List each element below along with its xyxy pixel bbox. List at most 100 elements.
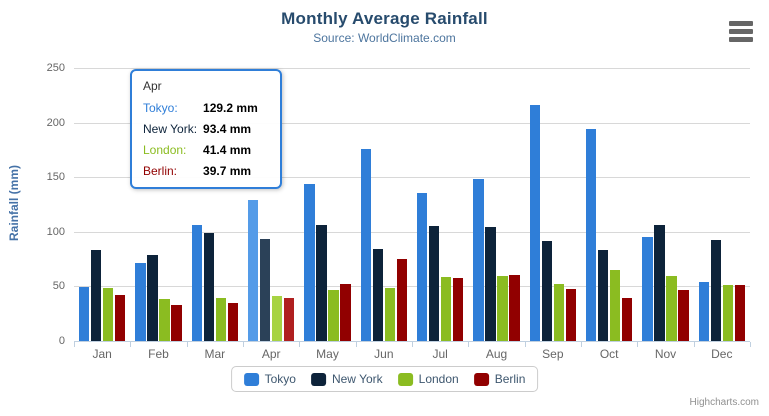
legend-label: New York (331, 372, 383, 386)
bar-new-york-jun[interactable] (372, 248, 384, 341)
x-axis-tick (355, 342, 357, 347)
x-axis-label: Mar (204, 347, 226, 361)
bar-tokyo-mar[interactable] (191, 224, 203, 341)
x-axis-label: Feb (148, 347, 169, 361)
bar-new-york-may[interactable] (316, 225, 327, 341)
bar-berlin-dec[interactable] (734, 285, 746, 341)
x-axis-label: Jun (374, 347, 394, 361)
bar-berlin-sep[interactable] (565, 289, 577, 341)
x-axis-label: Apr (261, 347, 281, 361)
hamburger-menu-icon (728, 20, 754, 42)
x-axis-tick (243, 342, 244, 347)
bar-tokyo-nov[interactable] (642, 236, 653, 341)
bar-berlin-aug[interactable] (509, 275, 520, 341)
gridline (74, 286, 750, 288)
bar-new-york-aug[interactable] (485, 227, 496, 341)
bar-new-york-jan[interactable] (90, 249, 102, 341)
legend: Tokyo New York London Berlin (230, 366, 539, 392)
legend-item-berlin[interactable]: Berlin (473, 372, 525, 386)
chart-title: Monthly Average Rainfall (281, 9, 488, 28)
bar-berlin-jul[interactable] (452, 278, 464, 341)
bar-berlin-nov[interactable] (678, 289, 689, 341)
x-axis-label: Aug (485, 347, 508, 361)
x-axis-label: Oct (599, 347, 619, 361)
y-axis-label: 250 (46, 62, 65, 74)
x-axis-tick (130, 342, 132, 347)
bar-berlin-oct[interactable] (621, 298, 633, 341)
x-axis-tick (74, 342, 75, 347)
x-axis-tick (693, 342, 695, 347)
bar-tokyo-apr[interactable] (247, 199, 259, 341)
tooltip-rows: Tokyo: 129.2 mm New York: 93.4 mm London: 41.… (143, 101, 269, 178)
y-axis-label: 0 (58, 335, 65, 347)
x-axis-tick (468, 342, 470, 347)
tooltip: Apr Tokyo: 129.2 mm New York: 93.4 mm London… (130, 69, 282, 189)
gridline (74, 177, 750, 179)
bar-tokyo-aug[interactable] (473, 178, 484, 341)
context-menu-button[interactable] (728, 19, 754, 43)
bar-london-jul[interactable] (440, 276, 452, 341)
bar-london-sep[interactable] (553, 283, 565, 341)
tooltip-series-label: Tokyo: (143, 101, 178, 115)
bar-london-oct[interactable] (609, 269, 621, 341)
x-axis-tick (750, 342, 751, 347)
gridline (74, 68, 750, 69)
bar-london-feb[interactable] (159, 298, 170, 341)
tooltip-series-label: Berlin: (143, 164, 178, 178)
legend-swatch-icon (397, 372, 413, 386)
bar-tokyo-jul[interactable] (416, 192, 428, 341)
bar-new-york-apr[interactable] (259, 239, 271, 341)
bar-london-may[interactable] (328, 289, 339, 341)
y-axis-label: 50 (52, 280, 65, 293)
bar-new-york-jul[interactable] (428, 226, 440, 341)
x-axis-tick (524, 342, 526, 347)
bar-tokyo-may[interactable] (304, 183, 315, 341)
bar-berlin-apr[interactable] (283, 297, 295, 341)
tooltip-series-value: 129.2 mm (203, 101, 258, 115)
bar-new-york-oct[interactable] (597, 249, 609, 341)
bar-tokyo-jun[interactable] (360, 148, 372, 341)
bar-berlin-jan[interactable] (114, 294, 126, 341)
bar-berlin-feb[interactable] (171, 304, 182, 341)
x-axis-label: Dec (711, 347, 733, 361)
x-axis-label: Sep (542, 347, 564, 361)
bar-tokyo-dec[interactable] (698, 281, 710, 341)
bar-new-york-feb[interactable] (147, 254, 158, 341)
bar-new-york-mar[interactable] (203, 233, 215, 341)
legend-item-new-york[interactable]: New York (310, 372, 383, 386)
bar-london-mar[interactable] (215, 298, 227, 341)
bar-london-dec[interactable] (722, 285, 734, 341)
tooltip-series-value: 93.4 mm (203, 122, 252, 136)
legend-item-london[interactable]: London (397, 372, 459, 386)
bar-tokyo-oct[interactable] (585, 129, 597, 341)
bar-london-apr[interactable] (271, 295, 283, 341)
bar-tokyo-jan[interactable] (78, 286, 90, 341)
x-axis-tick (637, 342, 639, 347)
x-axis-label: May (316, 347, 339, 361)
y-axis-label: 150 (46, 171, 65, 184)
tooltip-series-value: 39.7 mm (203, 164, 252, 178)
x-axis-label: Jan (92, 347, 112, 361)
bar-new-york-dec[interactable] (710, 240, 722, 341)
bar-berlin-may[interactable] (340, 283, 351, 341)
gridline (74, 231, 750, 233)
bar-london-aug[interactable] (497, 275, 508, 341)
x-axis-line (74, 341, 750, 342)
bar-berlin-jun[interactable] (396, 258, 408, 341)
bar-london-jan[interactable] (102, 287, 114, 341)
tooltip-series-value: 41.4 mm (203, 143, 252, 157)
credits-link[interactable]: Highcharts.com (689, 397, 759, 408)
bar-berlin-mar[interactable] (227, 303, 239, 341)
gridline (74, 122, 750, 124)
tooltip-series-label: London: (143, 143, 187, 157)
x-axis-tick (412, 342, 413, 347)
bar-london-jun[interactable] (384, 288, 396, 341)
bar-new-york-nov[interactable] (654, 224, 665, 341)
bar-tokyo-sep[interactable] (529, 104, 541, 341)
bar-new-york-sep[interactable] (541, 241, 553, 341)
bar-london-nov[interactable] (666, 276, 677, 341)
legend-item-tokyo[interactable]: Tokyo (243, 372, 296, 386)
bar-tokyo-feb[interactable] (135, 262, 146, 341)
legend-label: Tokyo (264, 372, 296, 386)
